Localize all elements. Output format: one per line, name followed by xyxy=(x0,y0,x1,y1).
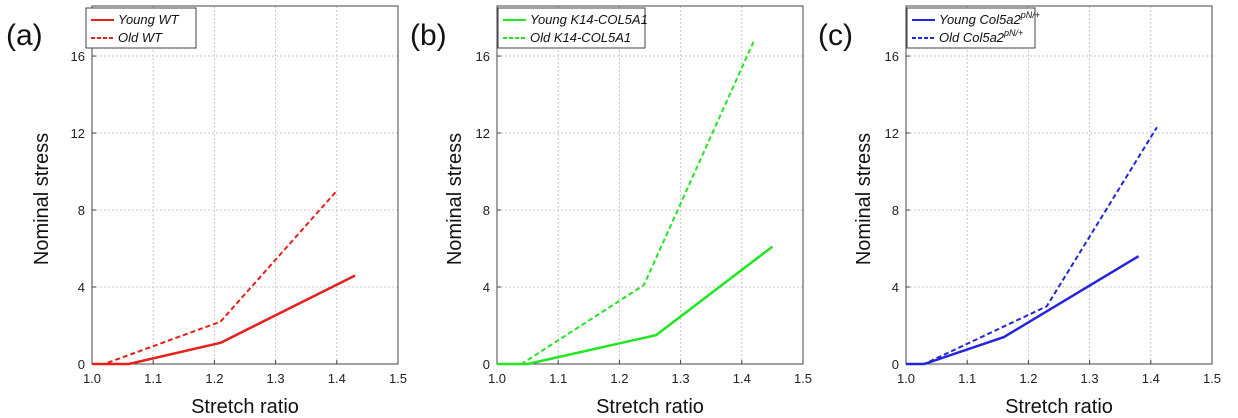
y-tick-label: 8 xyxy=(78,203,85,218)
legend-entry-superscript: pN/+ xyxy=(1020,10,1040,20)
plot-area-frame xyxy=(91,5,399,365)
y-tick-label: 0 xyxy=(483,357,490,372)
legend: Young K14-COL5A1 Old K14-COL5A1 xyxy=(497,7,648,49)
x-tick-label: 1.5 xyxy=(794,371,812,386)
legend-entry-label: Old Col5a2pN/+ xyxy=(939,28,1023,45)
series-line-young xyxy=(92,274,356,366)
legend-box xyxy=(906,7,1036,49)
y-tick-label: 0 xyxy=(892,357,899,372)
y-tick-label: 0 xyxy=(78,357,85,372)
series-line-old xyxy=(906,126,1158,365)
x-tick-label: 1.0 xyxy=(488,371,506,386)
chart-panel-1: 1.0 1.1 1.2 1.3 1.4 1.5 0 4 8 12 16 Stretch ratio No… xyxy=(410,5,812,418)
legend-entry-name: Old WT xyxy=(118,30,163,45)
legend-box xyxy=(85,7,197,49)
y-tick-label: 12 xyxy=(885,126,899,141)
y-tick-label: 8 xyxy=(483,203,490,218)
x-tick-label: 1.3 xyxy=(672,371,690,386)
x-axis-title: Stretch ratio xyxy=(1005,396,1113,418)
x-tick-label: 1.1 xyxy=(549,371,567,386)
legend-entry-label: Old WT xyxy=(118,30,163,45)
legend-entry-label: Young Col5a2pN/+ xyxy=(939,10,1040,27)
series-line-young xyxy=(497,245,774,366)
legend-entry-label: Young K14-COL5A1 xyxy=(530,12,648,27)
x-axis-title: Stretch ratio xyxy=(191,396,299,418)
chart-panel-0: 1.0 1.1 1.2 1.3 1.4 1.5 0 4 8 12 16 Stretch ratio No… xyxy=(6,5,407,418)
legend: Young WT Old WT xyxy=(85,7,197,49)
y-tick-label: 4 xyxy=(483,280,490,295)
x-tick-label: 1.1 xyxy=(144,371,162,386)
x-tick-label: 1.5 xyxy=(389,371,407,386)
legend-entry-superscript: pN/+ xyxy=(1003,28,1023,38)
legend-entry-name: Young WT xyxy=(118,12,180,27)
x-tick-label: 1.5 xyxy=(1203,371,1221,386)
x-axis-title: Stretch ratio xyxy=(596,396,704,418)
series-line-young xyxy=(906,255,1140,366)
y-tick-label: 16 xyxy=(476,49,490,64)
x-tick-label: 1.4 xyxy=(733,371,751,386)
x-tick-label: 1.3 xyxy=(267,371,285,386)
panel-label: (a) xyxy=(6,19,43,52)
y-axis-title: Nominal stress xyxy=(444,133,466,265)
plot-area-frame xyxy=(905,5,1213,365)
y-tick-label: 12 xyxy=(71,126,85,141)
x-tick-label: 1.2 xyxy=(610,371,628,386)
legend-entry-name: Old Col5a2 xyxy=(939,30,1005,45)
legend-entry-label: Old K14-COL5A1 xyxy=(530,30,631,45)
y-tick-label: 4 xyxy=(892,280,899,295)
x-tick-label: 1.4 xyxy=(1142,371,1160,386)
panel-label: (c) xyxy=(818,19,853,52)
x-tick-label: 1.3 xyxy=(1081,371,1099,386)
x-tick-label: 1.2 xyxy=(1019,371,1037,386)
x-tick-label: 1.2 xyxy=(205,371,223,386)
legend: Young Col5a2pN/+Old Col5a2pN/+ xyxy=(906,7,1040,49)
legend-box xyxy=(497,7,646,49)
series-line-old xyxy=(92,190,338,365)
chart-panel-2: 1.0 1.1 1.2 1.3 1.4 1.5 0 4 8 12 16 Stretch ratio No… xyxy=(818,5,1221,418)
x-tick-label: 1.0 xyxy=(83,371,101,386)
y-tick-label: 16 xyxy=(885,49,899,64)
x-tick-label: 1.0 xyxy=(897,371,915,386)
legend-entry-name: Young K14-COL5A1 xyxy=(530,12,648,27)
y-tick-label: 8 xyxy=(892,203,899,218)
series-line-old xyxy=(497,40,755,365)
y-tick-label: 4 xyxy=(78,280,85,295)
y-tick-label: 12 xyxy=(476,126,490,141)
x-tick-label: 1.4 xyxy=(328,371,346,386)
y-tick-label: 16 xyxy=(71,49,85,64)
legend-entry-name: Young Col5a2 xyxy=(939,12,1021,27)
y-axis-title: Nominal stress xyxy=(31,133,53,265)
plot-area-frame xyxy=(496,5,804,365)
legend-entry-label: Young WT xyxy=(118,12,180,27)
panel-label: (b) xyxy=(410,19,447,52)
legend-entry-name: Old K14-COL5A1 xyxy=(530,30,631,45)
x-tick-label: 1.1 xyxy=(958,371,976,386)
y-axis-title: Nominal stress xyxy=(853,133,875,265)
